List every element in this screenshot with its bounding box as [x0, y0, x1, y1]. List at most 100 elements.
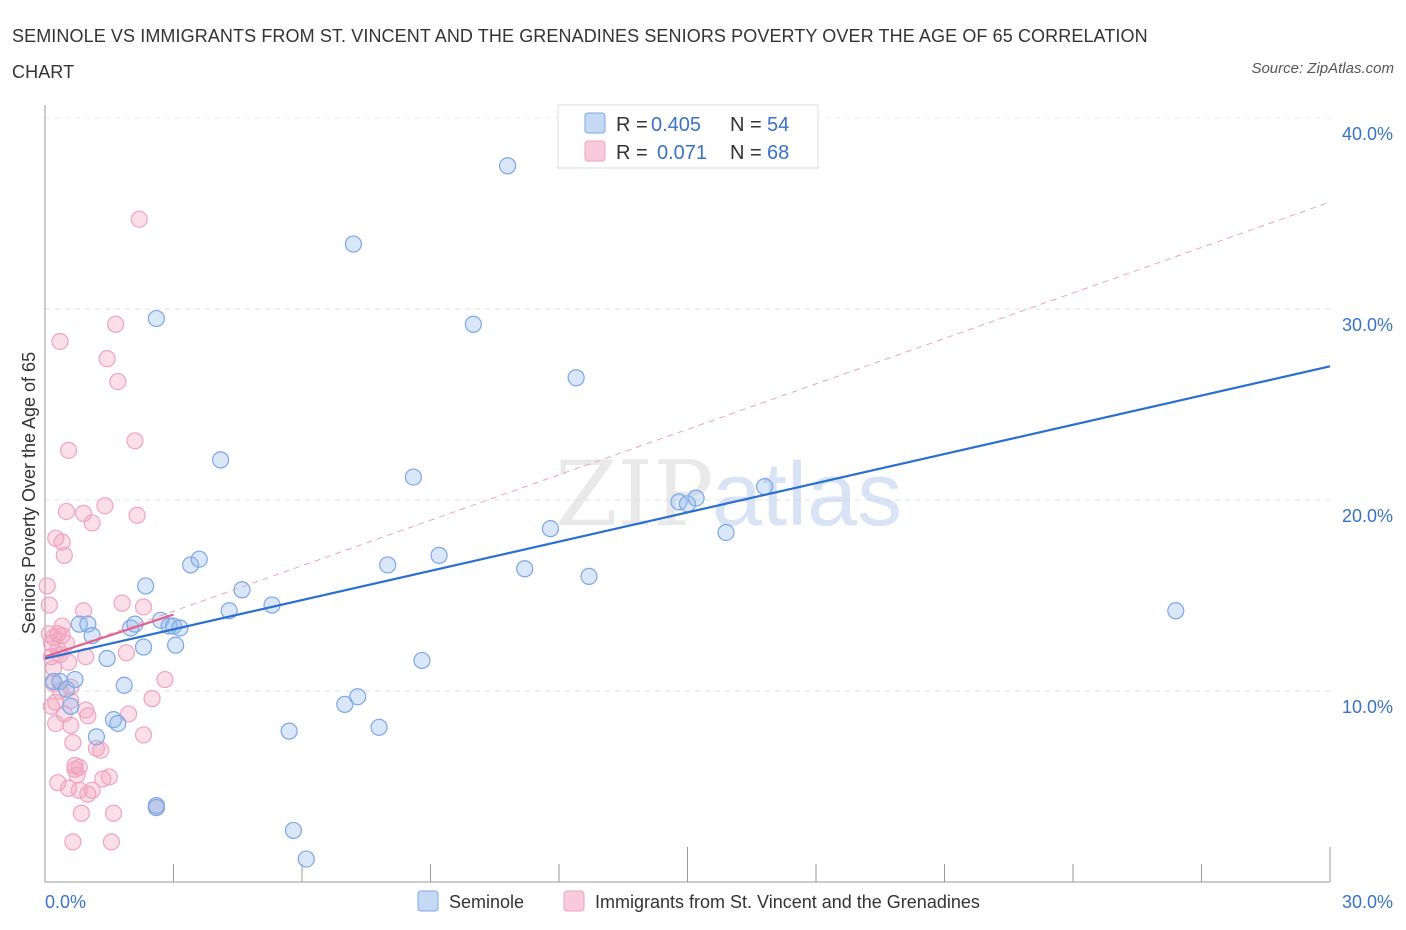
- pink-point: [83, 514, 101, 532]
- blue-point: [57, 680, 76, 698]
- blue-point: [109, 714, 127, 733]
- grid-lines: [45, 117, 1330, 692]
- pink-point: [134, 598, 153, 616]
- pink-point: [119, 705, 138, 723]
- blue-point: [167, 636, 185, 654]
- blue-point: [499, 157, 517, 175]
- pink-series-points: [38, 210, 174, 851]
- pink-point: [42, 697, 61, 715]
- pink-point: [59, 441, 78, 459]
- pink-point: [113, 594, 131, 612]
- pink-point: [94, 770, 112, 788]
- blue-point: [1167, 602, 1185, 620]
- watermark: ZIP atlas: [555, 442, 902, 547]
- pink-point: [51, 332, 69, 351]
- blue-point: [344, 235, 362, 253]
- pink-point: [130, 210, 148, 228]
- pink-point: [40, 596, 58, 614]
- blue-point: [212, 451, 230, 469]
- pink-point: [104, 804, 123, 822]
- pink-point: [47, 529, 65, 547]
- legend-row-1: R = 0.405 N = 54: [616, 114, 789, 136]
- legend-series-1: Seminole: [449, 892, 524, 912]
- y-tick-label: 10.0%: [1342, 697, 1393, 717]
- pink-point: [51, 682, 69, 700]
- blue-point: [516, 560, 534, 578]
- blue-point: [541, 520, 560, 538]
- legend-n-label-2: N =: [730, 142, 767, 164]
- legend-n-label-1: N =: [730, 114, 767, 136]
- pink-trend-line: [44, 613, 174, 658]
- legend-n-value-2: 68: [767, 142, 789, 164]
- pink-point: [59, 779, 78, 798]
- legend-blue-swatch: [584, 112, 606, 134]
- axes: [44, 105, 1331, 883]
- blue-point: [134, 638, 153, 656]
- blue-point: [147, 796, 165, 815]
- pink-point: [117, 644, 135, 662]
- blue-point: [44, 672, 63, 691]
- blue-point: [182, 556, 200, 574]
- pink-point: [64, 733, 82, 752]
- pink-point: [126, 432, 144, 450]
- blue-point: [404, 468, 422, 486]
- pink-point: [109, 372, 127, 391]
- watermark-zip: ZIP: [555, 442, 714, 547]
- blue-point: [233, 581, 251, 599]
- blue-point: [413, 651, 431, 670]
- blue-point: [687, 489, 705, 507]
- chart-title: SEMINOLE VS IMMIGRANTS FROM ST. VINCENT …: [12, 26, 1148, 82]
- tick-labels: 10.0% 20.0% 30.0% 40.0% 0.0% 30.0%: [45, 124, 1393, 912]
- blue-point: [379, 556, 397, 574]
- trend-lines: [44, 201, 1331, 660]
- blue-point: [98, 649, 116, 668]
- pink-point: [83, 781, 101, 799]
- pink-trend-projection: [44, 201, 1331, 658]
- pink-point: [59, 653, 78, 671]
- pink-point: [47, 714, 65, 733]
- x-tick-label-max: 30.0%: [1342, 892, 1393, 912]
- pink-point: [134, 726, 153, 744]
- blue-point: [284, 821, 303, 840]
- legend-r-label-1: R =: [616, 114, 653, 136]
- pink-point: [156, 670, 174, 689]
- blue-point: [430, 546, 448, 564]
- pink-point: [128, 506, 146, 524]
- y-axis-label: Seniors Poverty Over the Age of 65: [19, 352, 39, 634]
- blue-point: [370, 718, 388, 736]
- blue-point: [62, 697, 80, 715]
- blue-point: [137, 577, 155, 595]
- blue-point: [280, 722, 298, 740]
- pink-point: [70, 781, 88, 799]
- pink-point: [55, 546, 73, 564]
- y-tick-label: 40.0%: [1342, 124, 1393, 144]
- blue-point: [66, 670, 84, 689]
- y-tick-label: 20.0%: [1342, 506, 1393, 526]
- blue-point: [115, 676, 133, 694]
- legend-top: R = 0.405 N = 54 R = 0.071 N = 68: [557, 104, 819, 169]
- legend-bottom: Seminole Immigrants from St. Vincent and…: [417, 890, 980, 912]
- pink-point: [96, 497, 114, 515]
- pink-point: [49, 774, 67, 792]
- pink-point: [70, 758, 88, 777]
- pink-point: [79, 707, 97, 725]
- watermark-atlas: atlas: [712, 445, 902, 545]
- pink-point: [92, 741, 110, 759]
- pink-point: [74, 504, 93, 522]
- blue-point: [349, 688, 367, 706]
- pink-point: [102, 833, 120, 851]
- legend-row-2: R = 0.071 N = 68: [616, 142, 789, 164]
- pink-point: [98, 350, 116, 368]
- pink-point: [74, 602, 93, 620]
- legend-pink-swatch: [584, 140, 606, 162]
- blue-point: [297, 850, 315, 868]
- source-label: Source: ZipAtlas.com: [1251, 60, 1394, 77]
- pink-point: [64, 833, 82, 851]
- blue-point: [464, 315, 482, 333]
- blue-point: [336, 695, 354, 713]
- legend-n-value-1: 54: [767, 114, 789, 136]
- blue-point: [580, 567, 598, 586]
- pink-point: [143, 690, 161, 708]
- legend-bottom-pink-swatch: [563, 890, 585, 912]
- blue-point: [567, 369, 585, 387]
